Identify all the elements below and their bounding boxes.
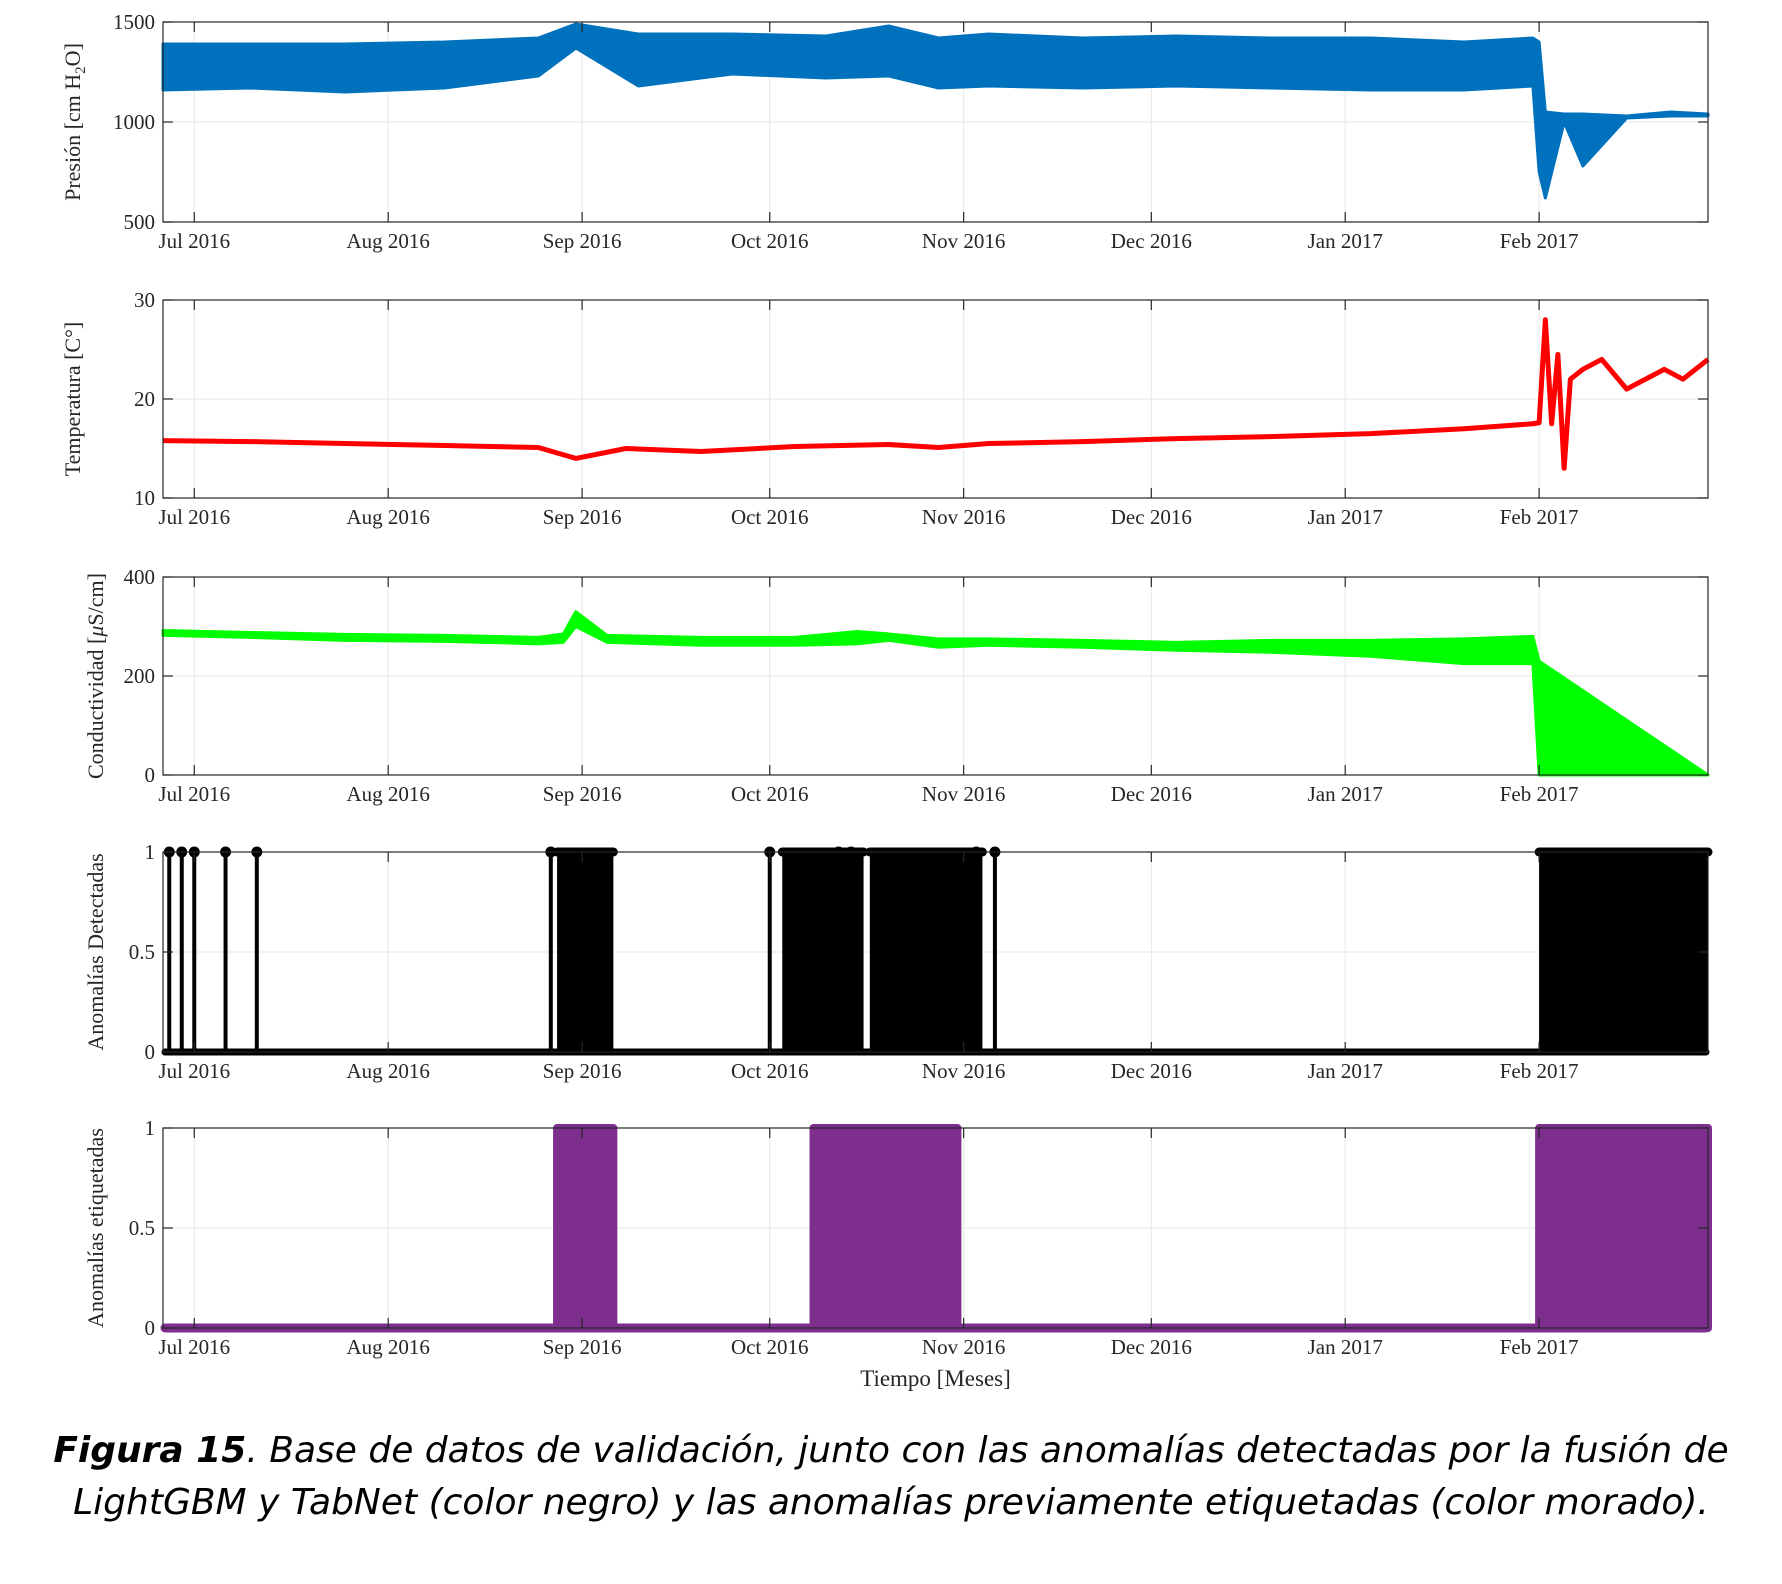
x-tick-label: Sep 2016 — [543, 505, 622, 529]
x-tick-label: Nov 2016 — [922, 229, 1005, 253]
x-axis-label: Tiempo [Meses] — [860, 1366, 1011, 1391]
x-tick-label: Jul 2016 — [158, 1335, 230, 1359]
x-tick-label: Aug 2016 — [346, 505, 429, 529]
y-axis-label-part: 2 — [73, 66, 89, 74]
x-tick-label: Dec 2016 — [1111, 1059, 1192, 1083]
x-tick-label: Dec 2016 — [1111, 782, 1192, 806]
x-tick-label: Nov 2016 — [922, 782, 1005, 806]
y-tick-label: 400 — [124, 565, 156, 589]
x-tick-label: Nov 2016 — [922, 1335, 1005, 1359]
labeled-anomaly-block — [809, 1124, 962, 1332]
figure-panels: Jul 2016 Aug 2016 Sep 2016 Oct 2016 Nov 2016… — [60, 10, 1713, 1391]
y-axis-label-part: O] — [60, 43, 85, 66]
labeled-anomaly-block — [1535, 1124, 1713, 1332]
x-tick-label: Oct 2016 — [731, 1335, 809, 1359]
x-tick-label: Aug 2016 — [346, 1059, 429, 1083]
x-tick-label: Jan 2017 — [1308, 782, 1383, 806]
anomaly-block — [869, 852, 983, 1052]
y-tick-label: 1000 — [113, 110, 155, 134]
series-line — [162, 317, 1710, 471]
x-tick-label: Nov 2016 — [922, 505, 1005, 529]
x-tick-label: Oct 2016 — [731, 505, 809, 529]
x-tick-label: Dec 2016 — [1111, 505, 1192, 529]
figure-caption: Figura 15. Base de datos de validación, … — [30, 1425, 1752, 1529]
x-tick-label: Sep 2016 — [543, 229, 622, 253]
x-tick-label: Jul 2016 — [158, 782, 230, 806]
y-tick-label: 30 — [134, 288, 155, 312]
series-band — [161, 610, 1710, 777]
x-tick-label: Feb 2017 — [1500, 1335, 1579, 1359]
panel-2: Jul 2016 Aug 2016 Sep 2016 Oct 2016 Nov 2016… — [60, 288, 1710, 529]
y-axis-label: Anomalías etiquetadas — [83, 1128, 108, 1328]
y-tick-label: 200 — [124, 664, 156, 688]
labeled-anomaly-block — [553, 1124, 618, 1332]
y-axis-label: Temperatura [C°] — [60, 322, 85, 476]
x-tick-label: Jan 2017 — [1308, 229, 1383, 253]
y-axis-label: Presión [cm H2O] — [60, 43, 89, 201]
x-tick-label: Feb 2017 — [1500, 782, 1579, 806]
x-tick-label: Feb 2017 — [1500, 1059, 1579, 1083]
panel-1: Jul 2016 Aug 2016 Sep 2016 Oct 2016 Nov 2016… — [60, 10, 1710, 253]
y-tick-label: 20 — [134, 387, 155, 411]
y-tick-label: 1 — [145, 1116, 156, 1140]
panel-4: Jul 2016 Aug 2016 Sep 2016 Oct 2016 Nov 2016… — [83, 840, 1713, 1083]
anomaly-block — [557, 852, 614, 1052]
x-tick-label: Dec 2016 — [1111, 1335, 1192, 1359]
y-tick-label: 500 — [124, 210, 156, 234]
y-axis-label-part: Presión [cm H — [60, 74, 85, 201]
x-tick-label: Sep 2016 — [543, 1335, 622, 1359]
x-tick-label: Oct 2016 — [731, 229, 809, 253]
x-tick-label: Sep 2016 — [543, 782, 622, 806]
y-tick-label: 0.5 — [129, 1216, 155, 1240]
y-tick-label: 0.5 — [129, 940, 155, 964]
y-axis-label-part: μ — [83, 626, 108, 638]
x-tick-label: Oct 2016 — [731, 782, 809, 806]
x-tick-label: Aug 2016 — [346, 229, 429, 253]
caption-text: . Base de datos de validación, junto con… — [73, 1430, 1729, 1523]
caption-label: Figura 15 — [53, 1430, 247, 1471]
panel-5: Jul 2016 Aug 2016 Sep 2016 Oct 2016 Nov 2016… — [83, 1116, 1713, 1391]
y-axis-label-part: Conductividad [ — [83, 637, 108, 779]
y-tick-label: 0 — [145, 1040, 156, 1064]
x-tick-label: Feb 2017 — [1500, 229, 1579, 253]
series-band — [161, 22, 1710, 200]
x-tick-label: Jul 2016 — [158, 1059, 230, 1083]
y-tick-label: 0 — [145, 763, 156, 787]
x-tick-label: Jul 2016 — [158, 229, 230, 253]
x-tick-label: Oct 2016 — [731, 1059, 809, 1083]
panel-3: Jul 2016 Aug 2016 Sep 2016 Oct 2016 Nov 2016… — [83, 565, 1710, 806]
y-axis-label-part: S/cm] — [83, 573, 108, 626]
y-tick-label: 10 — [134, 486, 155, 510]
x-tick-label: Aug 2016 — [346, 782, 429, 806]
x-tick-label: Nov 2016 — [922, 1059, 1005, 1083]
x-tick-label: Jan 2017 — [1308, 1059, 1383, 1083]
x-tick-label: Aug 2016 — [346, 1335, 429, 1359]
y-axis-label: Conductividad [μS/cm] — [83, 573, 108, 779]
x-tick-label: Jan 2017 — [1308, 1335, 1383, 1359]
y-tick-label: 1 — [145, 840, 156, 864]
y-tick-label: 0 — [145, 1316, 156, 1340]
x-tick-label: Jan 2017 — [1308, 505, 1383, 529]
anomaly-block — [1539, 852, 1708, 1052]
x-tick-label: Dec 2016 — [1111, 229, 1192, 253]
y-axis-label: Anomalías Detectadas — [83, 853, 108, 1050]
x-tick-label: Sep 2016 — [543, 1059, 622, 1083]
y-tick-label: 1500 — [113, 10, 155, 34]
x-tick-label: Feb 2017 — [1500, 505, 1579, 529]
x-tick-label: Jul 2016 — [158, 505, 230, 529]
